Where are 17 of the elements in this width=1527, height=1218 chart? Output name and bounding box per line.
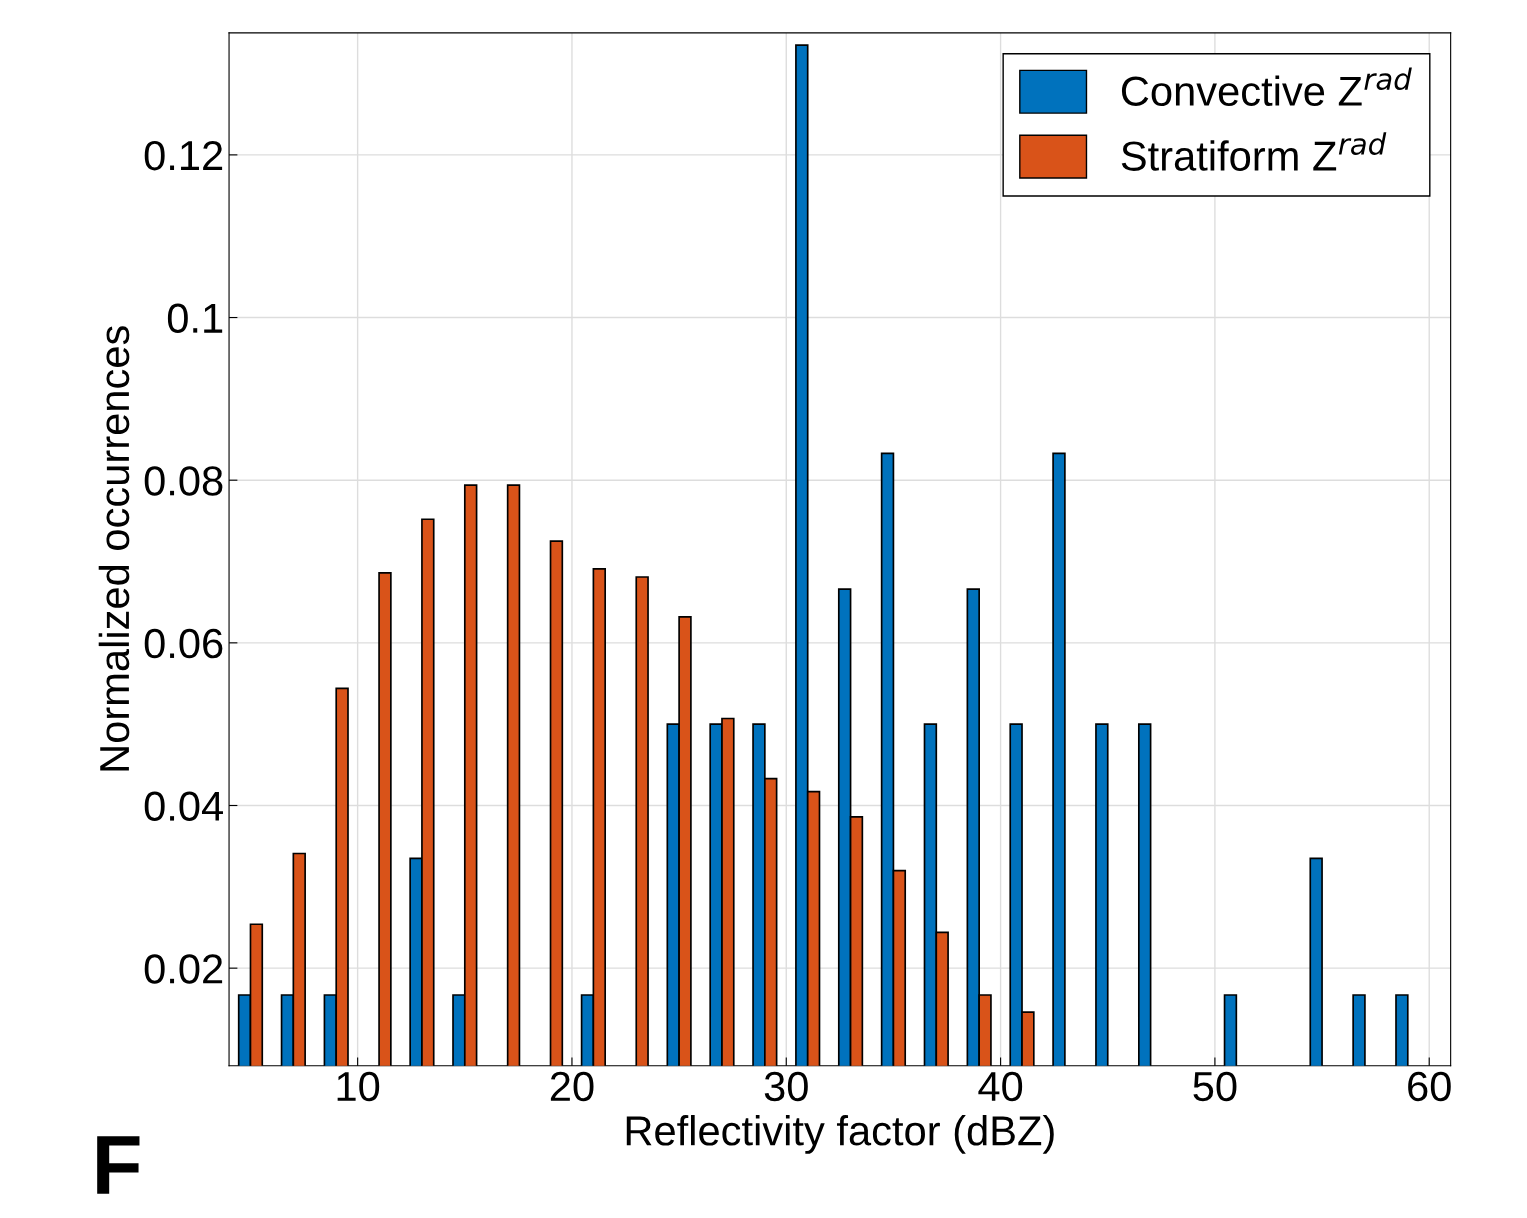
y-tick-label: 0.06 [144, 628, 223, 659]
x-tick-label: 60 [1408, 1071, 1451, 1102]
text: F [97, 1136, 140, 1194]
y-tick-label: 0.02 [144, 954, 223, 984]
legend-label: Convective Z$^{rad}$ [1121, 67, 1412, 106]
x-tick-label: 50 [1193, 1071, 1237, 1102]
x-axis-title: Reflectivity factor (dBZ) [626, 1115, 1054, 1154]
y-tick-label: 0.1 [167, 303, 223, 334]
y-tick-label: 0.04 [144, 791, 223, 822]
y-axis-title: Normalized occurrences [98, 326, 130, 771]
y-tick-label: 0.12 [144, 140, 223, 171]
x-tick-label: 10 [337, 1071, 380, 1102]
x-tick-label: 20 [550, 1071, 594, 1102]
legend-label: Stratiform Z$^{rad}$ [1121, 132, 1387, 171]
x-tick-label: 30 [764, 1071, 808, 1102]
x-tick-label: 40 [978, 1071, 1023, 1102]
y-tick-label: 0.08 [144, 466, 223, 496]
